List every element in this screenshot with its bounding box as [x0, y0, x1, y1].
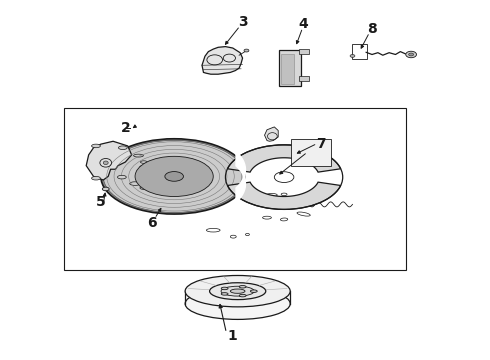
Text: 5: 5	[96, 194, 106, 208]
Text: 1: 1	[228, 329, 238, 343]
Text: 3: 3	[238, 15, 247, 29]
Text: 6: 6	[147, 216, 157, 230]
Ellipse shape	[102, 187, 109, 191]
Polygon shape	[265, 127, 278, 141]
Ellipse shape	[210, 283, 266, 300]
FancyBboxPatch shape	[299, 49, 309, 54]
Ellipse shape	[225, 145, 343, 210]
Ellipse shape	[92, 144, 100, 148]
Ellipse shape	[135, 156, 213, 197]
Bar	[64, 108, 406, 270]
Ellipse shape	[221, 287, 228, 290]
Ellipse shape	[165, 172, 183, 181]
Ellipse shape	[119, 146, 127, 149]
Text: 8: 8	[367, 22, 377, 36]
FancyBboxPatch shape	[279, 50, 301, 86]
Ellipse shape	[239, 294, 246, 297]
Ellipse shape	[409, 53, 414, 56]
Text: 7: 7	[316, 137, 325, 151]
Ellipse shape	[406, 51, 416, 58]
FancyBboxPatch shape	[299, 76, 309, 81]
Ellipse shape	[118, 175, 126, 179]
Polygon shape	[227, 182, 341, 210]
Ellipse shape	[101, 139, 247, 214]
Ellipse shape	[239, 285, 246, 288]
FancyBboxPatch shape	[281, 54, 294, 84]
Text: 2: 2	[121, 121, 130, 135]
Ellipse shape	[221, 293, 228, 295]
Ellipse shape	[350, 54, 355, 57]
Ellipse shape	[244, 49, 249, 52]
Ellipse shape	[230, 289, 245, 293]
Ellipse shape	[250, 290, 257, 292]
Polygon shape	[202, 46, 243, 74]
Ellipse shape	[103, 140, 245, 212]
Polygon shape	[227, 145, 341, 172]
Text: 4: 4	[299, 17, 309, 31]
Circle shape	[103, 161, 108, 165]
Ellipse shape	[221, 286, 254, 296]
Ellipse shape	[92, 176, 100, 180]
Ellipse shape	[185, 275, 290, 307]
Bar	[292, 139, 331, 166]
Ellipse shape	[185, 288, 290, 319]
Polygon shape	[86, 141, 132, 180]
